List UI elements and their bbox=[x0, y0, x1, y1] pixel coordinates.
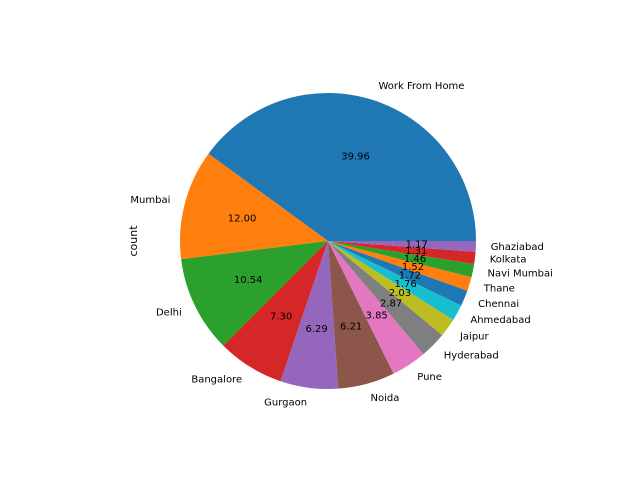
pie-slice-kolkata bbox=[328, 241, 476, 264]
pie-slice-thane bbox=[328, 241, 472, 291]
category-label-gurgaon: Gurgaon bbox=[264, 397, 307, 408]
value-label-jaipur: 2.03 bbox=[389, 288, 411, 299]
pie-slice-ahmedabad bbox=[328, 241, 462, 320]
category-label-kolkata: Kolkata bbox=[490, 255, 527, 266]
category-label-ahmedabad: Ahmedabad bbox=[470, 315, 530, 326]
pie-slice-pune bbox=[328, 241, 424, 374]
category-label-jaipur: Jaipur bbox=[459, 331, 490, 342]
y-axis-label: count bbox=[127, 225, 140, 257]
pie-slice-ghaziabad bbox=[328, 241, 476, 252]
value-label-navi-mumbai: 1.46 bbox=[404, 254, 426, 265]
pie-slice-hyderabad bbox=[328, 241, 443, 355]
pie-slice-work-from-home bbox=[208, 93, 477, 241]
pie-slice-jaipur bbox=[328, 241, 454, 336]
value-label-mumbai: 12.00 bbox=[228, 214, 257, 225]
category-label-pune: Pune bbox=[417, 372, 442, 383]
pie-slice-chennai bbox=[328, 241, 468, 306]
value-label-hyderabad: 2.87 bbox=[380, 298, 402, 309]
value-label-ahmedabad: 1.76 bbox=[395, 279, 417, 290]
category-label-chennai: Chennai bbox=[478, 299, 519, 310]
category-label-delhi: Delhi bbox=[156, 307, 182, 318]
value-label-kolkata: 1.31 bbox=[405, 246, 427, 257]
category-label-ghaziabad: Ghaziabad bbox=[491, 242, 544, 253]
value-label-chennai: 1.72 bbox=[399, 270, 421, 281]
category-label-noida: Noida bbox=[370, 393, 399, 404]
value-label-ghaziabad: 1.17 bbox=[406, 239, 428, 250]
pie-slice-bangalore bbox=[223, 241, 328, 382]
pie-slice-noida bbox=[328, 241, 394, 389]
pie-slice-delhi bbox=[181, 241, 328, 346]
value-label-work-from-home: 39.96 bbox=[341, 152, 370, 163]
category-labels: Work From Home Mumbai Delhi Bangalore Gurgao… bbox=[130, 81, 553, 408]
category-label-bangalore: Bangalore bbox=[191, 374, 242, 385]
value-label-noida: 6.21 bbox=[340, 322, 362, 333]
value-label-thane: 1.52 bbox=[402, 262, 424, 273]
value-label-bangalore: 7.30 bbox=[270, 311, 292, 322]
pie-slices bbox=[180, 93, 477, 389]
category-label-thane: Thane bbox=[483, 283, 515, 294]
value-label-gurgaon: 6.29 bbox=[305, 324, 327, 335]
pie-slice-gurgaon bbox=[280, 241, 339, 389]
category-label-work-from-home: Work From Home bbox=[378, 81, 464, 92]
value-label-pune: 3.85 bbox=[366, 310, 388, 321]
value-label-delhi: 10.54 bbox=[234, 275, 263, 286]
category-label-mumbai: Mumbai bbox=[130, 195, 170, 206]
pie-slice-mumbai bbox=[180, 153, 328, 260]
category-label-navi-mumbai: Navi Mumbai bbox=[487, 269, 552, 280]
pie-slice-navi-mumbai bbox=[328, 241, 475, 278]
category-label-hyderabad: Hyderabad bbox=[444, 350, 499, 361]
